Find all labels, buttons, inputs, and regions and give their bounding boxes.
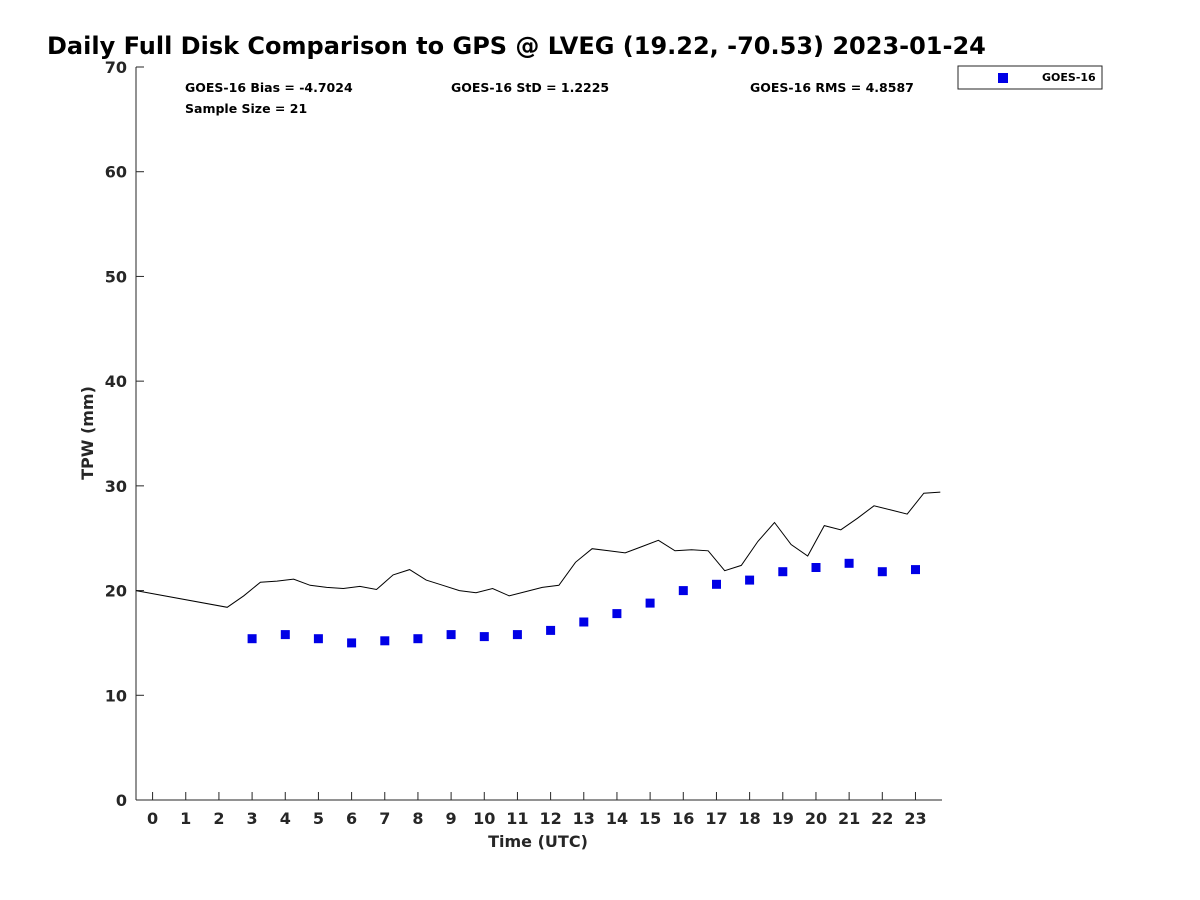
y-tick-label: 30 — [105, 477, 127, 496]
x-tick-label: 1 — [180, 809, 191, 828]
x-tick-label: 19 — [772, 809, 794, 828]
sample-size-stat: Sample Size = 21 — [185, 101, 307, 116]
legend: GOES-16 — [957, 65, 1103, 90]
goes-16-point — [247, 634, 257, 644]
x-tick-label: 0 — [147, 809, 158, 828]
y-axis-label: TPW (mm) — [78, 386, 97, 480]
goes-16-point — [612, 609, 622, 619]
goes-16-point — [778, 567, 788, 577]
x-tick-label: 18 — [738, 809, 760, 828]
y-tick-label: 60 — [105, 163, 127, 182]
goes-16-point — [678, 586, 688, 596]
goes-16-point — [546, 625, 556, 635]
x-tick-label: 23 — [904, 809, 926, 828]
legend-label-goes-16: GOES-16 — [1042, 71, 1096, 84]
y-tick-label: 0 — [116, 791, 127, 810]
goes-16-point — [280, 630, 290, 640]
x-tick-label: 17 — [705, 809, 727, 828]
x-tick-label: 2 — [213, 809, 224, 828]
x-tick-label: 22 — [871, 809, 893, 828]
x-tick-label: 8 — [412, 809, 423, 828]
bias-stat: GOES-16 Bias = -4.7024 — [185, 80, 353, 95]
goes-16-point — [645, 598, 655, 608]
x-axis-label: Time (UTC) — [488, 832, 588, 851]
x-tick-label: 9 — [446, 809, 457, 828]
goes-16-point — [512, 630, 522, 640]
x-tick-label: 10 — [473, 809, 495, 828]
goes-16-point — [811, 563, 821, 572]
goes-16-point — [579, 617, 589, 627]
y-tick-label: 40 — [105, 372, 127, 391]
x-tick-label: 15 — [639, 809, 661, 828]
goes-16-point — [712, 579, 721, 589]
x-axis-ticks: 0 1 2 3 4 5 6 7 8 9 10 11 12 13 14 15 16 17 18 19 20 21 22 23 — [147, 792, 927, 828]
goes-16-point — [313, 634, 323, 644]
std-stat: GOES-16 StD = 1.2225 — [451, 80, 609, 95]
x-tick-label: 12 — [539, 809, 561, 828]
x-tick-label: 13 — [573, 809, 595, 828]
x-tick-label: 6 — [346, 809, 357, 828]
y-tick-label: 70 — [105, 58, 127, 77]
rms-stat: GOES-16 RMS = 4.8587 — [750, 80, 914, 95]
goes-16-point — [380, 636, 390, 646]
y-tick-label: 20 — [105, 582, 127, 601]
x-tick-label: 14 — [606, 809, 628, 828]
legend-box — [957, 65, 1103, 90]
x-tick-label: 20 — [805, 809, 827, 828]
goes-16-point — [844, 558, 854, 568]
y-axis-ticks: 0 10 20 30 40 50 60 70 — [105, 58, 144, 810]
goes-16-point — [911, 565, 920, 575]
x-tick-label: 5 — [313, 809, 324, 828]
y-tick-label: 10 — [105, 686, 127, 705]
plot-area — [136, 67, 942, 800]
goes-16-point — [877, 567, 887, 577]
x-tick-label: 21 — [838, 809, 860, 828]
goes-16-point — [479, 632, 489, 642]
x-tick-label: 16 — [672, 809, 694, 828]
legend-marker-goes-16 — [998, 73, 1008, 83]
chart-title: Daily Full Disk Comparison to GPS @ LVEG… — [47, 32, 986, 60]
goes-16-point — [347, 638, 357, 648]
x-tick-label: 7 — [379, 809, 390, 828]
goes-16-series — [247, 558, 920, 648]
gps-series — [135, 491, 941, 608]
goes-16-point — [413, 634, 423, 644]
gps-line — [135, 491, 941, 608]
y-tick-label: 50 — [105, 267, 127, 286]
x-tick-label: 4 — [280, 809, 291, 828]
goes-16-point — [446, 630, 456, 640]
x-tick-label: 3 — [247, 809, 258, 828]
x-tick-label: 11 — [506, 809, 528, 828]
goes-16-point — [745, 575, 755, 585]
